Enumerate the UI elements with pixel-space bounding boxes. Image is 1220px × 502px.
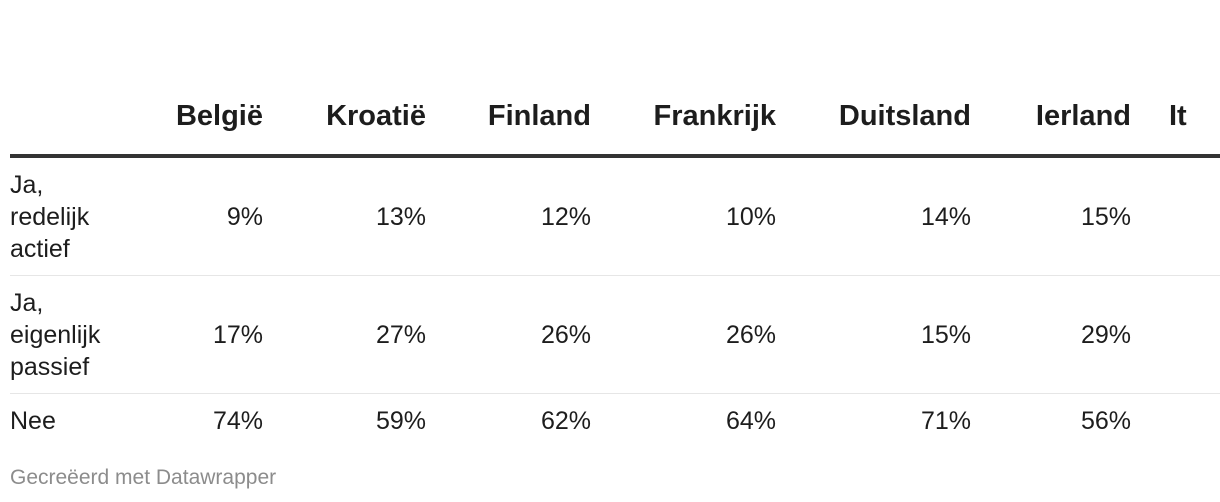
column-header: It	[1131, 0, 1220, 158]
column-header: Finland	[426, 0, 591, 158]
table-cell: 10%	[591, 156, 776, 276]
table-cell: 12%	[426, 156, 591, 276]
table-cell: 9%	[110, 156, 263, 276]
table-cell: 27%	[263, 275, 426, 394]
column-header: België	[110, 0, 263, 158]
table-cell: 26%	[426, 275, 591, 394]
column-header: Frankrijk	[591, 0, 776, 158]
row-label: Nee	[10, 407, 56, 435]
data-table-container: België Kroatië Finland Frankrijk Duitsla…	[10, 0, 1220, 440]
table-cell: 26%	[591, 275, 776, 394]
table-row: Ja, eigenlijk passief 17% 27% 26% 26% 15…	[10, 275, 1220, 394]
table-cell	[1131, 394, 1220, 441]
row-label: Ja, eigenlijk passief	[10, 275, 110, 394]
table-cell: 29%	[971, 275, 1131, 394]
table-row: Ja, redelijk actief 9% 13% 12% 10% 14% 1…	[10, 156, 1220, 276]
table-cell: 56%	[1080, 407, 1131, 435]
table-cell: 15%	[971, 156, 1131, 276]
table-row: Nee 74% 59% 62% 64% 71% 56%	[10, 394, 1220, 441]
column-header: Ierland	[971, 0, 1131, 158]
table-cell: 62%	[540, 407, 591, 435]
table-cell: 14%	[776, 156, 971, 276]
table-cell	[1131, 156, 1220, 276]
table-cell: 64%	[725, 407, 776, 435]
row-label: Ja, redelijk actief	[10, 156, 110, 276]
table-cell: 74%	[212, 407, 263, 435]
table-cell: 13%	[263, 156, 426, 276]
header-row: België Kroatië Finland Frankrijk Duitsla…	[10, 0, 1220, 158]
column-header: Duitsland	[776, 0, 971, 158]
table-cell: 17%	[110, 275, 263, 394]
table-cell: 15%	[776, 275, 971, 394]
table-cell: 59%	[375, 407, 426, 435]
data-table: België Kroatië Finland Frankrijk Duitsla…	[10, 0, 1220, 440]
column-header: Kroatië	[263, 0, 426, 158]
header-empty-cell	[10, 0, 110, 158]
table-cell	[1131, 275, 1220, 394]
datawrapper-credit: Gecreëerd met Datawrapper	[10, 466, 277, 489]
table-cell: 71%	[920, 407, 971, 435]
